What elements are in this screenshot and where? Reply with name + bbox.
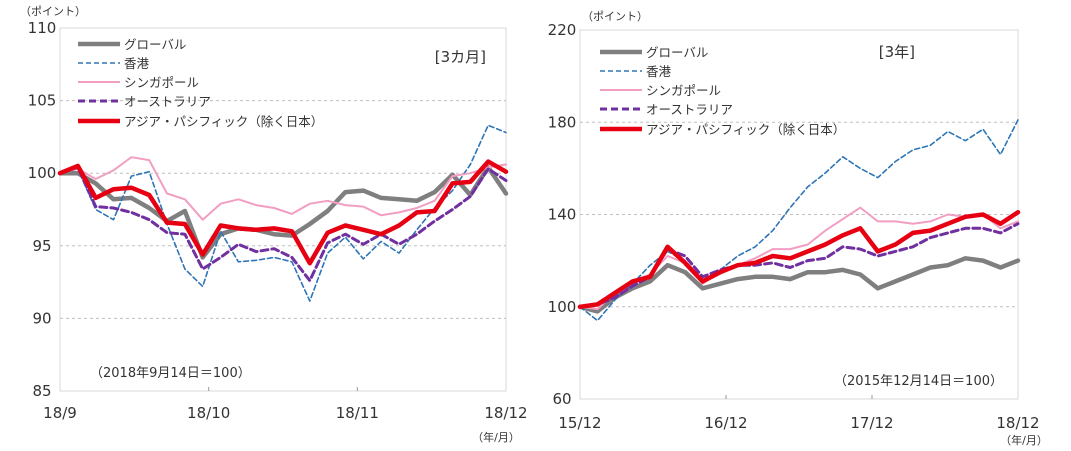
x-tick-label: 18/9 [43, 404, 77, 422]
series-line-1 [59, 124, 507, 302]
x-tick-label: 15/12 [558, 414, 601, 432]
gridlines [60, 100, 506, 319]
y-axis-unit: （ポイント） [20, 5, 86, 18]
legend: グローバル 香港 シンガポール オーストラリア アジア・パシフィック（除く日本） [78, 37, 323, 129]
y-tick-label: 105 [28, 92, 57, 110]
x-axis-unit: （年/月） [472, 430, 520, 444]
y-tick-label: 95 [32, 237, 51, 255]
y-tick-label: 60 [552, 390, 571, 408]
y-tick-label: 90 [32, 309, 51, 327]
series-line-0 [57, 165, 509, 260]
y-tick-label: 140 [548, 206, 577, 224]
x-axis-unit: （年/月） [1000, 433, 1048, 447]
legend-label-australia: オーストラリア [646, 102, 733, 117]
base-note: （2015年12月14日＝100） [834, 374, 1003, 389]
y-tick-label: 100 [548, 298, 577, 316]
period-label: [3カ月] [435, 48, 486, 66]
series-lines [57, 124, 509, 302]
legend-label-global: グローバル [646, 45, 708, 60]
x-tick-label: 18/10 [187, 404, 230, 422]
series-line-0 [577, 256, 1021, 314]
legend: グローバル 香港 シンガポール オーストラリア アジア・パシフィック（除く日本） [600, 45, 845, 137]
gridlines [580, 121, 1018, 308]
y-tick-label: 180 [548, 113, 577, 131]
y-axis-unit: （ポイント） [582, 10, 648, 23]
y-tick-label: 110 [28, 19, 57, 37]
x-axis-ticks: 18/9 18/10 18/11 18/12 [43, 387, 528, 422]
series-line-1 [579, 119, 1019, 322]
base-note: （2018年9月14日＝100） [90, 366, 251, 381]
legend-label-apac: アジア・パシフィック（除く日本） [124, 114, 323, 129]
series-line-4 [577, 209, 1021, 310]
chart-3-months: 85 90 95 100 105 110 18/9 18/10 18/11 18/12 （ポイン… [20, 5, 528, 444]
legend-label-hongkong: 香港 [646, 64, 672, 79]
x-tick-label: 18/12 [484, 404, 527, 422]
x-tick-label: 17/12 [850, 414, 893, 432]
legend-label-singapore: シンガポール [124, 75, 199, 90]
x-tick-label: 16/12 [704, 414, 747, 432]
series-lines [577, 119, 1021, 322]
period-label: [3年] [879, 43, 915, 61]
y-tick-label: 85 [32, 382, 51, 400]
x-tick-label: 18/11 [336, 404, 379, 422]
x-tick-label: 18/12 [996, 414, 1039, 432]
y-tick-label: 100 [28, 164, 57, 182]
y-tick-label: 220 [548, 21, 577, 39]
chart-3-years: 60 100 140 180 220 15/12 16/12 17/12 18/12 （ポイン… [548, 10, 1048, 447]
series-line-3 [58, 165, 508, 283]
legend-label-australia: オーストラリア [124, 94, 211, 109]
y-axis-ticks: 85 90 95 100 105 110 [28, 19, 57, 400]
y-axis-ticks: 60 100 140 180 220 [548, 21, 577, 408]
legend-label-singapore: シンガポール [646, 83, 721, 98]
legend-label-hongkong: 香港 [124, 56, 150, 71]
legend-label-global: グローバル [124, 37, 186, 52]
x-axis-ticks: 15/12 16/12 17/12 18/12 [558, 395, 1040, 432]
series-line-4 [57, 159, 509, 266]
legend-label-apac: アジア・パシフィック（除く日本） [646, 122, 845, 137]
series-line-2 [59, 156, 507, 221]
